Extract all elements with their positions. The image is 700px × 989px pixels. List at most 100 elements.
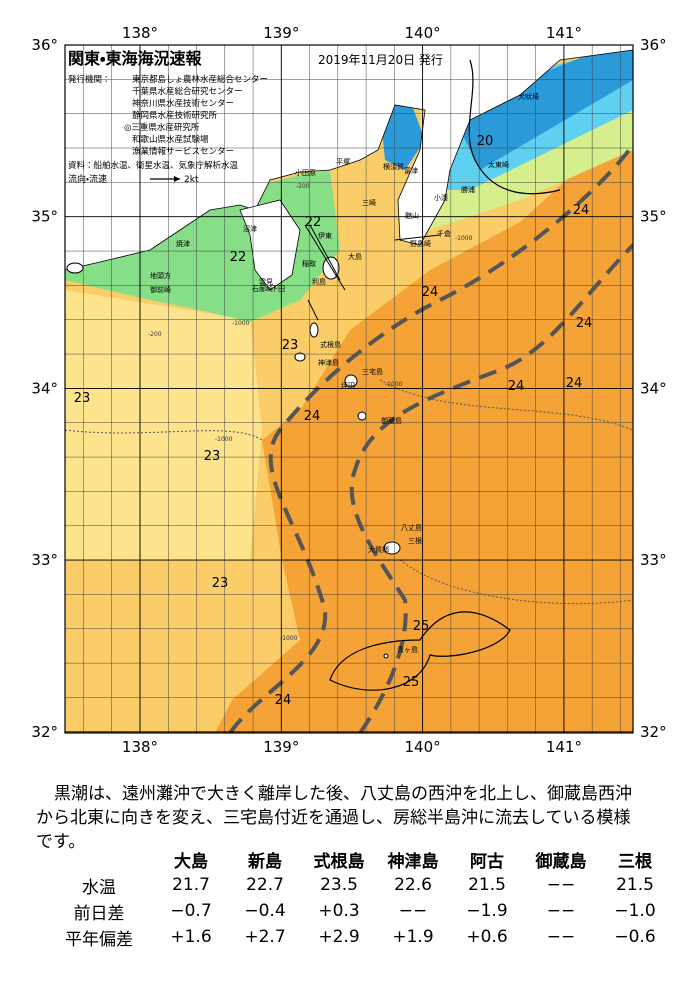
table-row: 前日差 −0.7 −0.4 +0.3 −− −1.9 −− −1.0 (44, 898, 672, 924)
sea-blue (450, 50, 633, 170)
table-cell: −1.0 (614, 901, 656, 921)
temperature-label: 25 (413, 619, 430, 634)
publisher-label: 発行機関： (68, 74, 111, 85)
publisher: 千葉県水産総合研究センター (132, 86, 243, 97)
lat-label: 34° (640, 379, 667, 397)
temperature-label: 23 (74, 391, 91, 406)
table-cell: +2.7 (244, 927, 286, 947)
table-cell: 21.5 (616, 875, 654, 895)
title: 関東・東海海況速報 (68, 49, 202, 68)
table-cell: −− (546, 901, 576, 921)
place-name: 坪田 (341, 382, 355, 390)
observation-table: 大島 新島 式根島 神津島 阿古 御蔵島 三根 水温 21.7 22.7 23.5 22.6 21.5 −… (44, 846, 672, 950)
place-name: 富津 (404, 166, 418, 175)
lon-label: 139° (263, 738, 299, 756)
island (383, 541, 401, 555)
kuroshio-path (349, 243, 633, 733)
lon-label: 139° (263, 24, 299, 42)
kuroshio-path (228, 143, 633, 733)
island (383, 653, 389, 659)
place-name: 沼津 (243, 224, 257, 233)
place-name: 下田 (271, 285, 285, 293)
issue-date: 2019年11月20日 発行 (318, 53, 443, 67)
lat-label: 36° (31, 36, 58, 54)
place-name: 青ヶ島 (397, 645, 418, 654)
depth-line (399, 559, 633, 605)
lon-label: 140° (405, 24, 441, 42)
sea-yellow (65, 290, 262, 560)
column-header: 式根島 (313, 851, 365, 872)
table-cell: 23.5 (320, 875, 358, 895)
lon-label: 141° (546, 738, 582, 756)
lat-label: 34° (31, 379, 58, 397)
summary: 黒潮は、遠州灘沖で大きく離岸した後、八丈島の西沖を北上し、御蔵島西沖 から北東に向… (36, 782, 676, 854)
temperature-label: 24 (508, 379, 525, 394)
temperature-label: 22 (305, 215, 322, 230)
table-cell: 21.7 (172, 875, 210, 895)
current-arrow (307, 299, 319, 321)
lat-label: 32° (640, 723, 667, 741)
depth-label: -1000 (455, 235, 473, 242)
publisher: 和歌山県水産試験場 (132, 134, 209, 145)
column-header: 阿古 (470, 851, 504, 872)
legend-speed: 2kt (184, 175, 199, 185)
legend-arrowhead (174, 176, 180, 182)
lat-label: 33° (31, 551, 58, 569)
place-name: 式根島 (320, 340, 341, 349)
temperature-label: 22 (230, 250, 247, 265)
current-arrow (394, 234, 441, 241)
table-row: 水温 21.7 22.7 23.5 22.6 21.5 −− 21.5 (44, 872, 672, 898)
table-cell: −− (398, 901, 428, 921)
table-cell: +2.9 (318, 927, 360, 947)
summary-line: 黒潮は、遠州灘沖で大きく離岸した後、八丈島の西沖を北上し、御蔵島西沖 (54, 784, 632, 804)
table-cell: −0.7 (170, 901, 212, 921)
temperature-label: 24 (304, 409, 321, 424)
publisher: 神奈川県水産技術センター (132, 98, 234, 109)
contour-line (329, 611, 511, 691)
table-cell: −− (546, 927, 576, 947)
map: 138° 138° 139° 139° 140° 140° 141° 141° 36° 36° 35… (31, 24, 667, 756)
island (294, 352, 306, 362)
table-cell: 22.7 (246, 875, 284, 895)
lon-label: 141° (546, 24, 582, 42)
land (65, 45, 633, 271)
temperature-label: 23 (212, 576, 229, 591)
column-header: 神津島 (387, 851, 439, 872)
lat-label: 32° (31, 723, 58, 741)
temperature-label: 20 (477, 134, 494, 149)
place-name: 千倉 (437, 229, 451, 238)
place-name: 地頭方 (150, 271, 171, 280)
place-name: 横須賀 (383, 162, 404, 171)
table-cell: +1.6 (170, 927, 212, 947)
island (309, 322, 319, 338)
column-header: 三根 (618, 851, 652, 872)
sea-orange (215, 100, 633, 733)
depth-label: -200 (296, 183, 310, 190)
temperature-label: 23 (204, 449, 221, 464)
publisher: ◎三重県水産研究所 (124, 122, 200, 133)
temperature-label: 23 (282, 338, 299, 353)
depth-label: -1000 (215, 436, 233, 443)
lat-label: 36° (640, 36, 667, 54)
corner-cell (44, 846, 154, 872)
table-cell: +1.9 (392, 927, 434, 947)
summary-line: です。 (36, 832, 86, 852)
table-cell: −0.6 (614, 927, 656, 947)
place-name: 利島 (312, 277, 326, 286)
depth-label: -200 (148, 331, 162, 338)
column-header: 大島 (174, 851, 208, 872)
table-cell: 22.6 (394, 875, 432, 895)
sea-temperature-map (65, 45, 633, 733)
lat-label: 33° (640, 551, 667, 569)
lat-label: 35° (640, 208, 667, 226)
depth-label: -1000 (385, 381, 403, 388)
publishers: 東京都島しょ農林水産総合センター千葉県水産総合研究センター神奈川県水産技術センタ… (124, 74, 268, 157)
place-name: 伊東 (318, 231, 332, 240)
island (357, 411, 367, 421)
row-label: 前日差 (73, 903, 125, 924)
island (66, 262, 84, 274)
place-name: 平塚 (336, 157, 350, 166)
publisher: 漁業情報サービスセンター (132, 146, 234, 157)
legend-label: 流向・流速 (68, 173, 107, 185)
